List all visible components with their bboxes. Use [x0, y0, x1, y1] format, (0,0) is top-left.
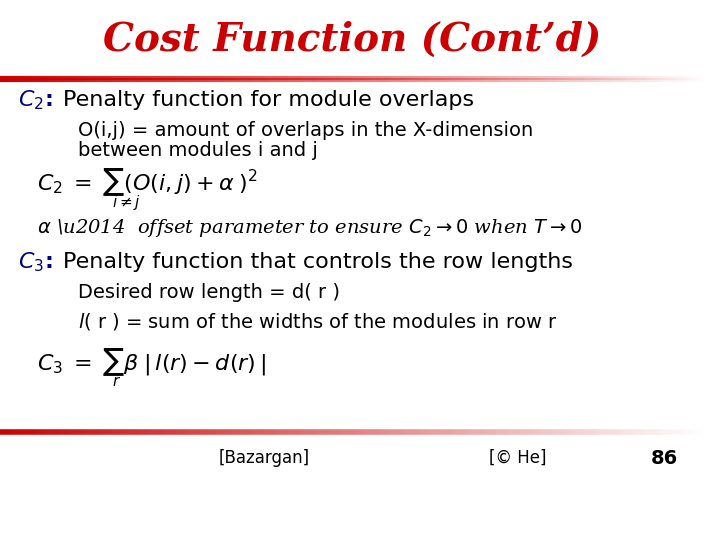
Text: between modules i and j: between modules i and j — [78, 140, 318, 159]
Text: $r$: $r$ — [112, 375, 122, 389]
Text: Cost Function (Cont’d): Cost Function (Cont’d) — [102, 21, 600, 59]
Text: 86: 86 — [651, 449, 678, 468]
Text: Penalty function for module overlaps: Penalty function for module overlaps — [63, 90, 474, 110]
Text: $\alpha$ \u2014  offset parameter to ensure $C_2 \rightarrow 0$ when $T \rightar: $\alpha$ \u2014 offset parameter to ensu… — [37, 217, 582, 239]
Text: O(i,j) = amount of overlaps in the X-dimension: O(i,j) = amount of overlaps in the X-dim… — [78, 120, 534, 139]
Text: [© He]: [© He] — [489, 449, 546, 467]
Text: $C_2 \;=\; \sum (O(i,j) + \alpha \;)^2$: $C_2 \;=\; \sum (O(i,j) + \alpha \;)^2$ — [37, 166, 258, 198]
Text: Desired row length = d( r ): Desired row length = d( r ) — [78, 282, 340, 301]
Text: $\it{l}$( r ) = sum of the widths of the modules in row r: $\it{l}$( r ) = sum of the widths of the… — [78, 312, 558, 333]
Text: $C_2$:: $C_2$: — [17, 88, 52, 112]
Text: $C_3 \;=\; \sum \beta \; | \, l(r) - d(r) \, |$: $C_3 \;=\; \sum \beta \; | \, l(r) - d(r… — [37, 346, 266, 378]
Text: [Bazargan]: [Bazargan] — [218, 449, 310, 467]
Text: $i \neq j$: $i \neq j$ — [112, 192, 142, 212]
Text: $C_3$:: $C_3$: — [17, 250, 52, 274]
Text: Penalty function that controls the row lengths: Penalty function that controls the row l… — [63, 252, 574, 272]
